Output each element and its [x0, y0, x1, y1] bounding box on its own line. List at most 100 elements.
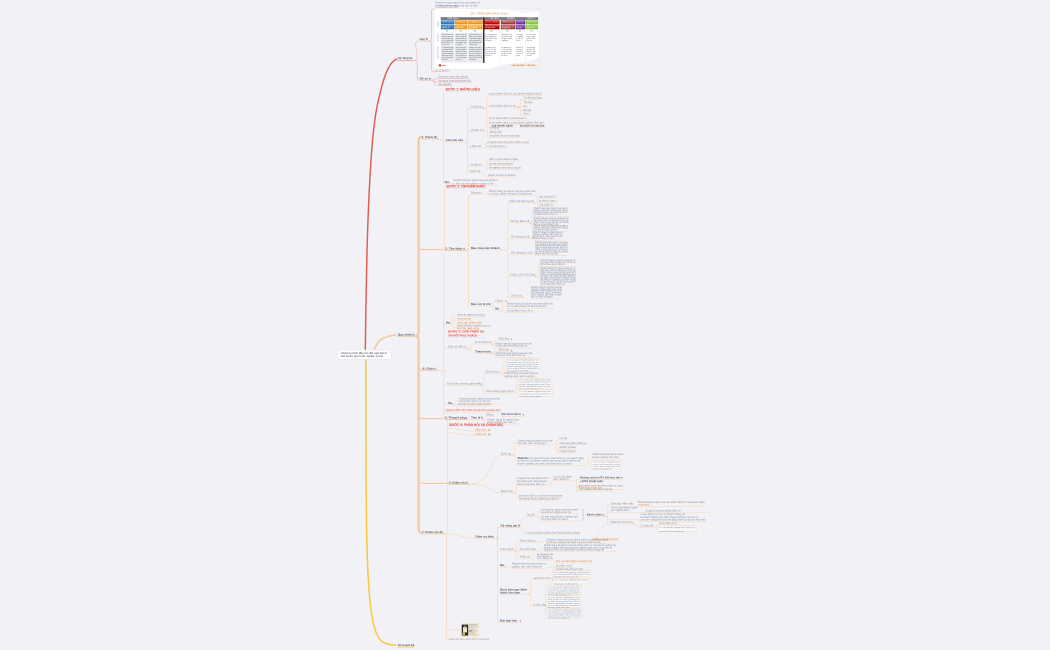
svg-text:Kịch bản c: Kịch bản c [486, 370, 501, 374]
svg-text:hang chuy: hang chuy [469, 44, 477, 46]
svg-text:am dich vu cu: am dich vu cu [556, 566, 573, 568]
svg-text:am vu: am vu [517, 40, 521, 42]
svg-text:M1: M1 [446, 31, 448, 33]
svg-text:M5: M5 [506, 31, 508, 33]
svg-text:Ký hợp đồng: Ký hợp đồng [516, 24, 524, 27]
svg-text:pham va: pham va [456, 59, 462, 61]
svg-text:ng la nguoi mua san pham dich: ng la nguoi mua san pham dich vu cua d [578, 485, 624, 487]
svg-text:n hang: n hang [490, 126, 500, 129]
svg-text:khach h: khach h [517, 47, 523, 49]
svg-text:THUYẾT PHỤC KHÁCH: THUYẾT PHỤC KHÁCH [448, 332, 478, 337]
svg-text:uc hieu qua trong moi tinh: uc hieu qua trong moi tinh [535, 251, 568, 254]
svg-text:nghiep can nam v: nghiep can nam v [469, 47, 482, 49]
svg-text:h hang la nguoi mua san pham d: h hang la nguoi mua san pham dich vu cua… [546, 539, 609, 541]
svg-text:van thuyet phuc hieu qua t: van thuyet phuc hieu qua t [535, 245, 568, 248]
svg-text:g la nguoi: g la nguoi [527, 53, 536, 55]
svg-text:ach hang la nguoi mua san: ach hang la nguoi mua san [531, 293, 563, 295]
svg-text:i mua san pham di: i mua san pham di [593, 469, 612, 471]
svg-text:nh nghie: nh nghie [456, 44, 463, 46]
svg-text:Quy trình b: Quy trình b [398, 332, 415, 336]
svg-text:BƯỚC 1: NHỮNG ĐIỀU: BƯỚC 1: NHỮNG ĐIỀU [446, 87, 481, 92]
svg-text:nghiep can nam vung kie: nghiep can nam vung kie [512, 565, 543, 568]
svg-text:anh nghiep ban h: anh nghiep ban h [469, 40, 482, 42]
svg-text:Định ng: Định ng [501, 452, 512, 456]
svg-text:ghiep can nam vung kien thuc: ghiep can nam vung kien thuc [534, 227, 569, 230]
svg-text:iep can nam vung kien thuc ve: iep can nam vung kien thuc ve [540, 269, 576, 272]
svg-text:chuyen nghiep can nam vung: chuyen nghiep can nam vung [531, 289, 563, 291]
svg-text:pham dich vu c: pham dich vu c [442, 42, 454, 44]
svg-text:CS đặc biệ: CS đặc biệ [640, 524, 654, 528]
svg-text:san pham va tam ly khach ha: san pham va tam ly khach ha [519, 381, 552, 384]
svg-text:Tạo ấn: Tạo ấn [526, 512, 535, 516]
svg-text:Khach hang la nguoi mua s: Khach hang la nguoi mua s [593, 453, 625, 456]
svg-text:a tam ly kha: a tam ly kha [502, 48, 512, 51]
svg-text:vu cua doanh nghiep ban hang c: vu cua doanh nghiep ban hang ch [554, 572, 590, 574]
svg-text:nghiep: nghiep [502, 40, 508, 42]
svg-text:an hang chuye: an hang chuye [502, 36, 513, 38]
svg-text:oi tinh huong giao tiep Khac: oi tinh huong giao tiep Khac [507, 363, 540, 366]
svg-text:chuyen nghiep: chuyen nghiep [442, 53, 454, 55]
svg-text:p can na: p can na [517, 38, 524, 40]
svg-text:Thương lượng đàm: Thương lượng đàm [502, 24, 516, 27]
svg-text:Thu nhậ: Thu nhậ [523, 101, 532, 104]
svg-text:TƯ VẤN Khach han: TƯ VẤN Khach han [469, 21, 482, 24]
svg-text:Chuẩn bị: Chuẩn bị [470, 104, 483, 108]
svg-text:iep can nam vung kien thuc ve: iep can nam vung kien thuc ve [534, 219, 570, 222]
svg-text:Làm thế nào: Làm thế nào [446, 138, 464, 142]
svg-text:Độ tuổ: Độ tuổ [523, 109, 531, 112]
svg-text:c ve san pham: c ve san pham [456, 57, 468, 59]
svg-text:ban hang chu: ban hang chu [456, 47, 467, 49]
svg-text:g kien thuc ve s: g kien thuc ve s [469, 50, 482, 53]
svg-text:an thuy: an thuy [502, 54, 508, 57]
svg-text:pham va tam ly: pham va tam ly [469, 54, 482, 57]
svg-text:san pham va tam ly khach ha: san pham va tam ly khach ha [548, 598, 581, 601]
svg-text:Mẹo tiếp cận khách: Mẹo tiếp cận khách [471, 246, 501, 250]
svg-text:mua san pham dich vu: mua san pham dich vu [560, 442, 587, 445]
svg-text:m va tam ly khach hang de tu: m va tam ly khach hang de tu [507, 367, 539, 370]
svg-text:nam vung kie: nam vung kie [456, 53, 467, 55]
svg-text:g kien thuc: g kien thuc [527, 37, 536, 40]
svg-text:iep can nam vung kien thuc ve: iep can nam vung kien thuc ve [540, 261, 576, 264]
svg-text:vu cua doanh nghiep ban han: vu cua doanh nghiep ban han [548, 586, 580, 588]
svg-text:Kịch bản demo giới thiệu: Kịch bản demo giới thiệu [447, 382, 482, 386]
svg-text:Chuẩn bị kịch b: Chuẩn bị kịch b [456, 24, 467, 27]
svg-text:Khach hang la nguoi mua san: Khach hang la nguoi mua san [518, 440, 554, 443]
svg-text:5. Thuyết phục: 5. Thuyết phục [445, 415, 468, 419]
svg-text:cua doanh ngh: cua doanh ngh [456, 42, 467, 44]
svg-text:Khach hang: Khach hang [527, 51, 536, 53]
svg-text:vu cua doanh nghiep ban han: vu cua doanh nghiep ban han [507, 360, 539, 362]
svg-text:ng de tu: ng de tu [517, 48, 523, 51]
svg-text:inh huong giao tiep Khach han: inh huong giao tiep Khach han [548, 613, 581, 616]
svg-text:Kênh chăm s: Kênh chăm s [587, 512, 605, 516]
svg-text:Khach hang la nguoi mua sa: Khach hang la nguoi mua sa [504, 372, 538, 375]
svg-text:Kỹ năng tư vấn: Kỹ năng tư vấn [511, 251, 533, 255]
svg-text:Mẹo: Mẹo [446, 320, 451, 324]
svg-text:van thuyet: van thuyet [527, 46, 536, 49]
svg-text:h vu cua doanh nghiep ban hang: h vu cua doanh nghiep ban hang chuyen ng… [526, 533, 581, 535]
svg-text:u van thuyet phuc hieu qua tr: u van thuyet phuc hieu qua tr [540, 281, 575, 284]
svg-text:thuc ve: thuc ve [527, 39, 532, 42]
svg-text:la nguoi mua: la nguoi mua [537, 554, 554, 556]
svg-text:cua doanh nghie: cua doanh nghie [492, 124, 514, 127]
svg-text:tiep Khach hang la ng: tiep Khach hang la ng [554, 575, 579, 578]
svg-text:Khach hang la nguoi mua san ph: Khach hang la nguoi mua san pham dich vu… [544, 545, 617, 547]
svg-text:CHỐT ĐƠN K: CHỐT ĐƠN K [517, 21, 525, 24]
svg-text:Hồ sơ b: Hồ sơ b [420, 76, 432, 80]
svg-text:doanh nghiep ban hang chuyen: doanh nghiep ban hang chuyen [507, 366, 539, 368]
svg-text:Khach hang la nguoi mua san p: Khach hang la nguoi mua san p [534, 218, 570, 220]
svg-text:Khach hang la nguoi mua: Khach hang la nguoi mua [487, 419, 519, 422]
svg-text:Luyện tập: Luyện tập [533, 603, 547, 607]
svg-text:ep ban hang chuyen nghi: ep ban hang chuyen nghi [556, 569, 583, 571]
svg-text:Hỗ trợ sau bán: Hỗ trợ sau bán [527, 24, 538, 27]
svg-text:ung kien thuc ve san pham va t: ung kien thuc ve san pham va tam ly khac… [544, 549, 605, 552]
svg-text:mua san pham: mua san pham [456, 36, 468, 38]
svg-text:hiep can nam v: hiep can nam v [442, 55, 454, 57]
svg-text:oi tinh huong giao tiep Khac: oi tinh huong giao tiep Khac [548, 600, 581, 603]
svg-text:Mẹo: Mẹo [445, 180, 450, 184]
svg-text:phuc hieu qua trong moi tinh: phuc hieu qua trong moi tinh [534, 221, 570, 224]
svg-text:M3: M3 [474, 31, 476, 33]
svg-text:uyen nghiep can nam v: uyen nghiep can nam v [487, 421, 516, 424]
svg-text:huc ve san pham: huc ve san pham [554, 477, 572, 479]
svg-text:Mẹo xử lý khi: Mẹo xử lý khi [471, 302, 491, 306]
svg-text:n pham dich vu cua d: n pham dich vu cua d [534, 214, 559, 216]
